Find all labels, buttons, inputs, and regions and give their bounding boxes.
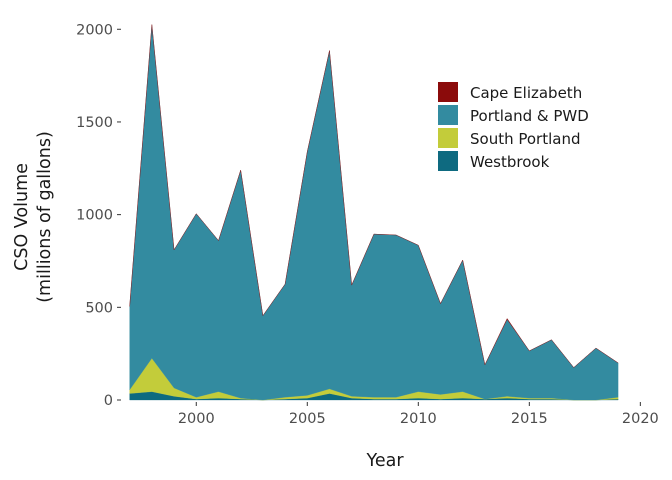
- legend-label-cape-elizabeth: Cape Elizabeth: [470, 84, 582, 102]
- x-axis-title: Year: [365, 451, 404, 471]
- x-tick-label: 2020: [622, 411, 659, 427]
- y-tick-label: 1500: [76, 115, 113, 131]
- x-tick-label: 2015: [511, 411, 548, 427]
- area-portland-and-pwd: [129, 24, 619, 401]
- y-tick-label: 1000: [76, 208, 113, 224]
- y-tick-label: 2000: [76, 22, 113, 38]
- legend-key-cape-elizabeth: [438, 82, 458, 102]
- legend-label-south-portland: South Portland: [470, 130, 581, 148]
- area-cape-elizabeth: [129, 24, 619, 368]
- y-axis-title-line-2: (millions of gallons): [35, 131, 55, 303]
- y-tick-label: 500: [85, 300, 113, 316]
- x-tick-label: 2000: [178, 411, 215, 427]
- x-tick-label: 2005: [289, 411, 326, 427]
- legend-label-westbrook: Westbrook: [470, 153, 550, 171]
- axes-layer: 0 500 1000 1500 2000 2000 2005 2010 2015 2020: [76, 22, 659, 427]
- legend-key-south-portland: [438, 128, 458, 148]
- y-axis-title-line-1: CSO Volume: [12, 163, 32, 271]
- legend-label-portland-and-pwd: Portland & PWD: [470, 107, 589, 125]
- legend-key-portland-and-pwd: [438, 105, 458, 125]
- x-tick-label: 2010: [400, 411, 437, 427]
- y-tick-label: 0: [104, 393, 113, 409]
- legend-key-westbrook: [438, 151, 458, 171]
- area-layer: [129, 24, 619, 401]
- legend: Cape Elizabeth Portland & PWD South Portla…: [438, 82, 589, 171]
